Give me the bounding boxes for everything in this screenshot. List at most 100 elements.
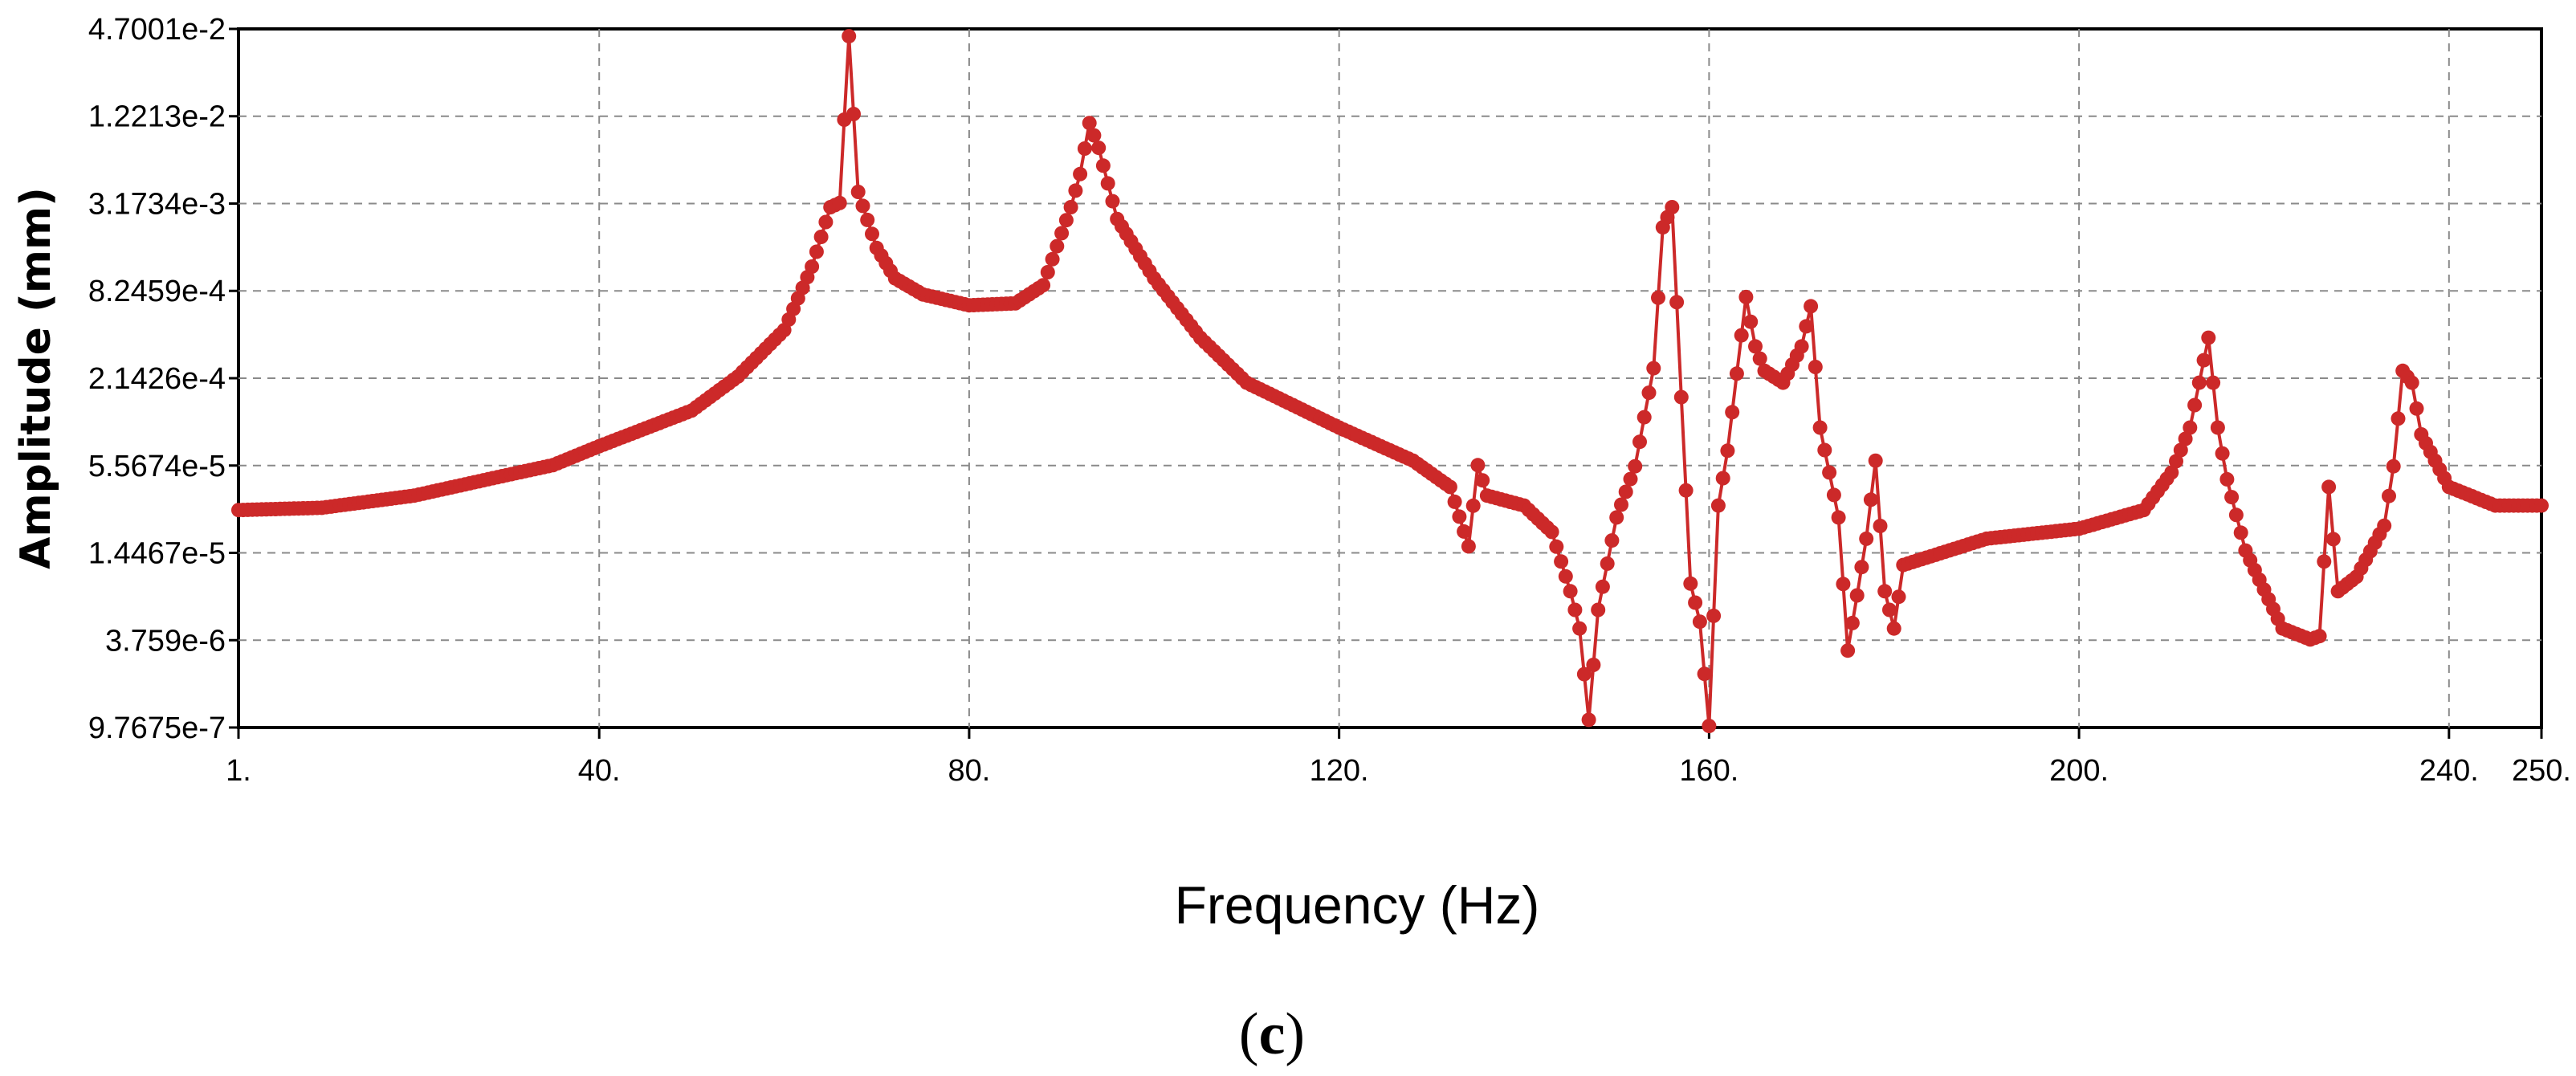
data-point (2534, 498, 2549, 513)
data-point (2224, 490, 2240, 505)
data-point (1054, 226, 1070, 241)
data-point (1040, 265, 1055, 279)
data-point (865, 226, 879, 242)
x-tick-label: 200. (2049, 754, 2109, 788)
data-point (818, 214, 834, 230)
data-point (842, 29, 857, 44)
data-point (1836, 577, 1851, 592)
data-point (846, 107, 861, 121)
data-point (1567, 602, 1583, 617)
data-point (2164, 465, 2179, 480)
data-point (1831, 510, 1846, 525)
data-point (1036, 278, 1051, 293)
data-point (1840, 643, 1856, 658)
data-point (1799, 319, 1814, 334)
data-point (1794, 339, 1809, 354)
data-point (2183, 420, 2198, 435)
data-point (1822, 465, 1837, 480)
data-point (850, 185, 866, 199)
data-point (1669, 295, 1685, 310)
x-tick-label: 40. (578, 754, 621, 788)
data-point (1804, 299, 1819, 314)
data-point (1692, 614, 1707, 630)
data-point (1854, 560, 1869, 575)
data-point (1063, 200, 1078, 214)
data-point (1554, 554, 1569, 569)
data-point (2409, 401, 2424, 416)
data-point (1452, 509, 1467, 524)
data-point (1734, 328, 1749, 343)
data-point (1581, 712, 1596, 728)
data-point (2386, 459, 2401, 474)
data-point (1442, 479, 1457, 495)
figure-caption: (c) (1239, 1001, 1305, 1067)
data-point (1604, 533, 1620, 548)
data-point (1752, 351, 1767, 366)
y-tick-label: 2.1426e-4 (88, 362, 226, 396)
caption-open: ( (1239, 1001, 1259, 1067)
data-point (1688, 595, 1703, 610)
data-point (2219, 471, 2235, 487)
data-point (809, 244, 824, 259)
data-point (2233, 525, 2248, 540)
data-point (1812, 420, 1828, 435)
data-point (1077, 141, 1092, 156)
data-point (1632, 434, 1647, 450)
x-tick-label: 240. (2419, 754, 2479, 788)
data-point (1558, 569, 1573, 584)
data-point (1710, 498, 1726, 513)
data-point (1697, 666, 1712, 682)
x-axis-ticks: 1. 40. 80. 120. 160. 200. 240. 250. (226, 728, 2571, 788)
data-point (2191, 375, 2207, 390)
x-tick-label: 80. (948, 754, 991, 788)
data-point (1073, 166, 1088, 181)
data-point (2382, 488, 2396, 503)
data-point (1877, 584, 1893, 599)
data-point (1618, 484, 1633, 499)
data-point (1475, 473, 1490, 488)
data-point (1609, 510, 1624, 525)
data-point (2317, 554, 2332, 569)
caption-letter: c (1259, 1001, 1286, 1067)
data-point (813, 230, 829, 244)
data-point (1628, 459, 1643, 474)
data-point (1678, 483, 1694, 498)
data-point (1826, 487, 1841, 503)
data-point (1586, 658, 1601, 672)
data-point (832, 195, 847, 210)
x-tick-label: 160. (1679, 754, 1738, 788)
data-point (855, 198, 870, 214)
y-tick-label: 4.7001e-2 (88, 13, 226, 47)
data-point (1646, 361, 1661, 376)
data-point (2321, 479, 2337, 495)
y-tick-label: 1.2213e-2 (88, 100, 226, 134)
data-point (1725, 405, 1740, 420)
x-tick-label: 120. (1310, 754, 1369, 788)
y-axis-ticks: 9.7675e-7 3.759e-6 1.4467e-5 5.5674e-5 2.142… (88, 13, 238, 745)
data-point (1863, 492, 1878, 507)
data-point (1095, 158, 1111, 173)
data-point (1729, 366, 1744, 381)
data-point (1817, 442, 1832, 458)
data-point (2228, 507, 2244, 523)
data-point (1849, 588, 1865, 603)
data-point (2325, 532, 2341, 547)
data-point (1683, 576, 1698, 591)
data-point (2201, 330, 2216, 345)
data-point (1563, 584, 1578, 599)
x-tick-label: 1. (226, 754, 251, 788)
data-point (1461, 539, 1476, 554)
data-point (860, 212, 875, 227)
data-point (1544, 524, 1559, 540)
y-tick-label: 3.759e-6 (105, 624, 226, 658)
data-point (1873, 519, 1888, 533)
caption-close: ) (1285, 1001, 1305, 1067)
data-point (1748, 339, 1763, 354)
data-point (1738, 289, 1754, 304)
data-point (1706, 608, 1722, 623)
y-tick-label: 9.7675e-7 (88, 711, 226, 745)
data-point (1844, 615, 1860, 630)
data-point (2210, 420, 2225, 435)
data-point (1086, 128, 1102, 143)
data-point (1886, 621, 1901, 636)
